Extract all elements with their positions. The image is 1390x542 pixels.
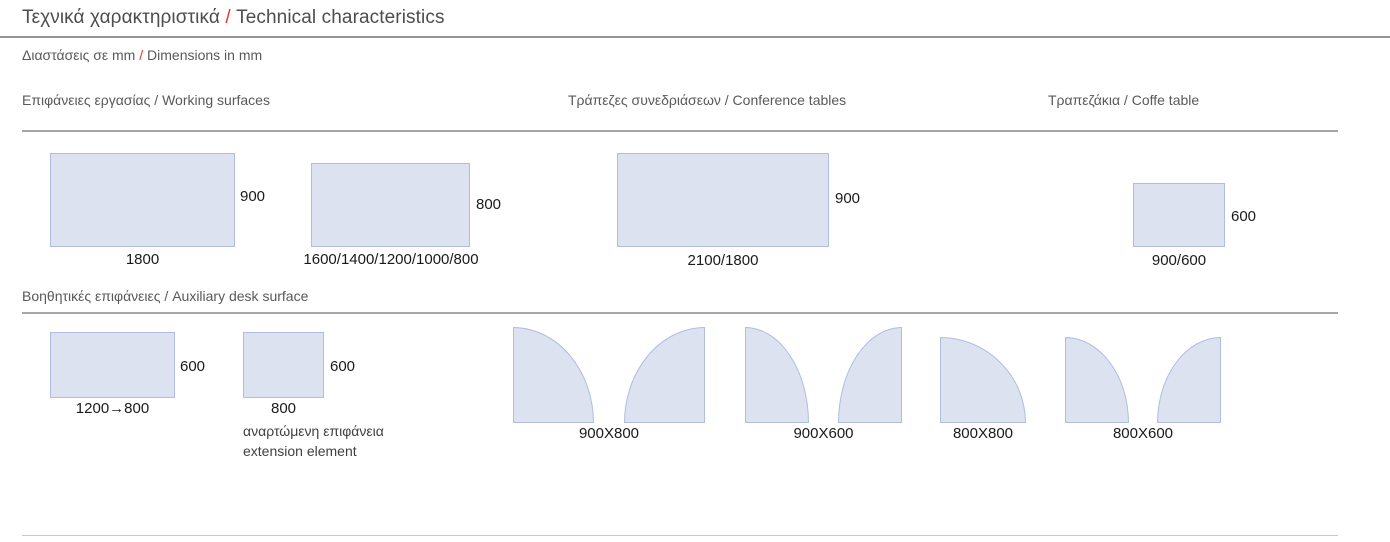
figure-conference-table [617, 153, 829, 247]
figure-corner-900x800-left [513, 327, 594, 423]
page-title-gr: Τεχνικά χαρακτηριστικά [22, 7, 220, 28]
section-divider-top [22, 130, 1338, 132]
page-title: Τεχνικά χαρακτηριστικά / Technical chara… [22, 7, 445, 29]
figure-aux-extension-height-label: 600 [330, 358, 356, 375]
section-divider-auxiliary [22, 312, 1338, 314]
dimensions-note-gr: Διαστάσεις σε mm [22, 47, 136, 63]
page-bottom-divider [22, 535, 1338, 536]
figure-aux-taper [50, 332, 175, 398]
figure-corner-800x600-label: 800X600 [1112, 425, 1174, 442]
figure-corner-900x800-label: 900X800 [578, 425, 640, 442]
figure-desk-multi [311, 163, 470, 247]
figure-aux-extension-width-label: 800 [270, 400, 297, 417]
figure-conference-table-height-label: 900 [835, 190, 861, 207]
figure-corner-900x800-right [624, 327, 705, 423]
figure-corner-900x600-label: 900X600 [793, 425, 854, 442]
figure-desk-1800-height-label: 900 [240, 188, 266, 205]
dimensions-note-separator: / [139, 47, 144, 63]
figure-aux-extension-caption-gr: αναρτώμενη επιφάνεια [243, 423, 384, 439]
figure-aux-extension [243, 332, 324, 398]
figure-corner-900x600-left [745, 327, 809, 423]
figure-corner-900x600-right [838, 327, 902, 423]
group-heading-working-surfaces: Επιφάνειες εργασίας / Working surfaces [22, 92, 270, 108]
figure-desk-multi-width-label: 1600/1400/1200/1000/800 [303, 251, 479, 268]
figure-aux-taper-height-label: 600 [180, 358, 206, 375]
figure-corner-800x800-label: 800X800 [952, 425, 1014, 442]
page-title-en: Technical characteristics [236, 7, 445, 28]
dimensions-note-en: Dimensions in mm [147, 47, 263, 63]
figure-coffee-table-width-label: 900/600 [1151, 252, 1207, 269]
title-separator: / [225, 7, 231, 28]
title-divider [0, 36, 1390, 38]
group-heading-auxiliary: Βοηθητικές επιφάνειες / Auxiliary desk s… [22, 288, 309, 304]
figure-aux-taper-width-label: 1200→800 [75, 400, 150, 417]
figure-desk-1800 [50, 153, 235, 247]
figure-desk-multi-height-label: 800 [476, 196, 502, 213]
figure-corner-800x600-left [1065, 337, 1129, 423]
figure-corner-800x800-left [940, 337, 1026, 423]
figure-desk-1800-width-label: 1800 [125, 251, 160, 268]
group-heading-conference-tables: Τράπεζες συνεδριάσεων / Conference table… [568, 92, 847, 108]
figure-coffee-table [1133, 183, 1225, 247]
dimensions-note: Διαστάσεις σε mm / Dimensions in mm [22, 47, 262, 63]
group-heading-coffee-table: Τραπεζάκια / Coffe table [1048, 92, 1200, 108]
figure-conference-table-width-label: 2100/1800 [687, 252, 759, 269]
figure-coffee-table-height-label: 600 [1231, 208, 1257, 225]
figure-corner-800x600-right [1157, 337, 1221, 423]
figure-aux-extension-caption-en: extension element [243, 443, 357, 459]
